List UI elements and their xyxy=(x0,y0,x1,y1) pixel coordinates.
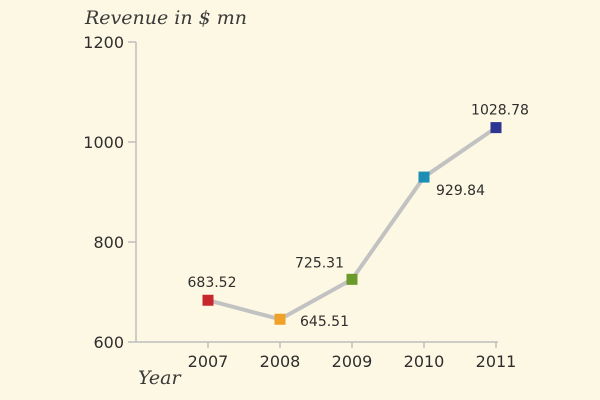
data-label-2010: 929.84 xyxy=(436,183,485,199)
y-tick-label: 600 xyxy=(93,333,124,352)
data-label-2009: 725.31 xyxy=(295,255,344,271)
data-point-2008 xyxy=(274,313,286,325)
data-label-2007: 683.52 xyxy=(188,275,237,291)
y-tick-label: 800 xyxy=(93,233,124,252)
x-tick-label: 2007 xyxy=(188,352,229,371)
data-label-2011: 1028.78 xyxy=(471,103,529,119)
x-tick-label: 2011 xyxy=(476,352,517,371)
data-point-2009 xyxy=(346,273,358,285)
data-label-2008: 645.51 xyxy=(300,314,349,330)
data-point-2007 xyxy=(202,294,214,306)
x-tick-label: 2009 xyxy=(332,352,373,371)
data-labels: 683.52 645.51 725.31 929.84 1028.78 xyxy=(188,103,529,331)
data-point-2010 xyxy=(418,171,430,183)
x-tick-label: 2008 xyxy=(260,352,301,371)
x-axis-ticks: 2007 2008 2009 2010 2011 xyxy=(188,342,517,371)
data-point-2011 xyxy=(490,122,502,134)
y-axis-title: Revenue in $ mn xyxy=(84,7,247,29)
y-tick-label: 1000 xyxy=(83,133,124,152)
x-axis-title: Year xyxy=(138,367,182,389)
series-line xyxy=(206,125,498,322)
x-tick-label: 2010 xyxy=(404,352,445,371)
y-tick-label: 1200 xyxy=(83,33,124,52)
data-points xyxy=(202,122,502,325)
y-axis-ticks: 600 800 1000 1200 xyxy=(83,33,136,352)
